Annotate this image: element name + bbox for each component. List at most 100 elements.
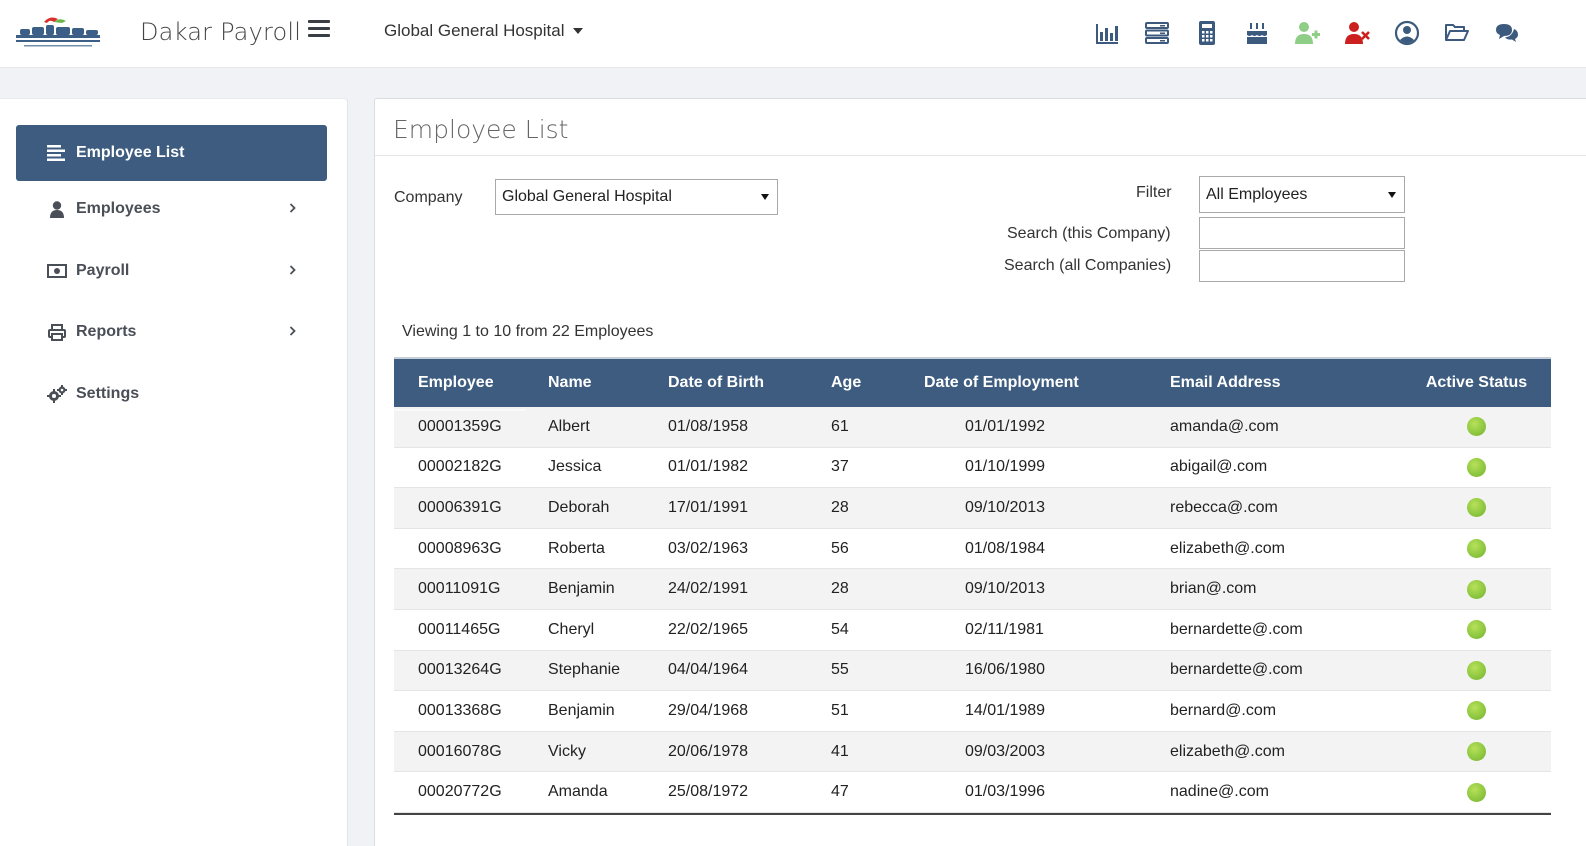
table-row[interactable]: 00011465G Cheryl 22/02/1965 54 02/11/1981 ber… xyxy=(394,609,1551,651)
company-switcher[interactable]: Global General Hospital xyxy=(384,21,584,41)
birthday-cake-icon[interactable] xyxy=(1242,18,1272,48)
panel-divider xyxy=(375,155,1586,156)
table-row[interactable]: 00013264G Stephanie 04/04/1964 55 16/06/1980… xyxy=(394,650,1551,692)
cell-age: 37 xyxy=(831,458,849,476)
sidebar-item-settings[interactable]: Settings xyxy=(16,366,327,422)
user-icon xyxy=(46,200,68,218)
table-row[interactable]: 00006391G Deborah 17/01/1991 28 09/10/2013 re… xyxy=(394,488,1551,529)
print-icon xyxy=(46,323,68,341)
cell-employee: 00013264G xyxy=(418,661,502,679)
cell-email-address: nadine@.com xyxy=(1170,783,1269,801)
cell-name: Benjamin xyxy=(548,701,615,719)
sidebar-item-employee-list[interactable]: Employee List xyxy=(16,125,327,181)
cell-active-status xyxy=(1402,457,1551,477)
remove-user-icon[interactable] xyxy=(1342,18,1372,48)
employee-list-panel: Employee List Company Global General Hos… xyxy=(374,98,1586,846)
cell-email-address: abigail@.com xyxy=(1170,458,1268,476)
sidebar-item-label: Settings xyxy=(76,385,140,402)
table-row[interactable]: 00020772G Amanda 25/08/1972 47 01/03/1996 nad… xyxy=(394,772,1551,813)
sidebar-item-label: Reports xyxy=(76,323,137,340)
cell-age: 47 xyxy=(831,783,849,801)
column-header-email-address[interactable]: Email Address xyxy=(1170,374,1281,391)
dakar-logo[interactable] xyxy=(14,13,102,51)
cell-name: Benjamin xyxy=(548,580,615,598)
active-status-icon xyxy=(1467,498,1486,518)
sort-indicator xyxy=(394,409,526,411)
column-header-date-of-employment[interactable]: Date of Employment xyxy=(924,374,1079,391)
company-select[interactable]: Global General Hospital xyxy=(495,179,778,215)
column-header-employee[interactable]: Employee xyxy=(418,374,494,391)
app-title: Dakar Payroll xyxy=(140,18,302,46)
search-all-input[interactable] xyxy=(1199,250,1405,282)
cell-date-of-birth: 03/02/1963 xyxy=(668,539,749,557)
cell-name: Vicky xyxy=(548,742,586,760)
search-company-label: Search (this Company) xyxy=(1007,225,1171,242)
chevron-right-icon xyxy=(289,326,296,336)
table-body: 00001359G Albert 01/08/1958 61 01/01/1992 ama… xyxy=(394,407,1551,815)
cell-date-of-employment: 01/10/1999 xyxy=(965,458,1046,476)
active-status-icon xyxy=(1467,417,1486,437)
active-status-icon xyxy=(1467,457,1486,477)
menu-toggle-icon[interactable] xyxy=(308,20,330,40)
column-header-age[interactable]: Age xyxy=(831,374,862,391)
company-switcher-label: Global General Hospital xyxy=(384,21,565,40)
comments-icon[interactable] xyxy=(1492,18,1522,48)
column-header-date-of-birth[interactable]: Date of Birth xyxy=(668,374,764,391)
sidebar: Employee List Employees Payroll Reports … xyxy=(0,98,348,846)
table-row[interactable]: 00013368G Benjamin 29/04/1968 51 14/01/1989 b… xyxy=(394,691,1551,732)
employee-table: Employee Name Date of Birth Age Date of … xyxy=(394,357,1551,815)
sidebar-item-payroll[interactable]: Payroll xyxy=(16,243,327,299)
cell-employee: 00008963G xyxy=(418,539,502,557)
dropdown-arrow-icon xyxy=(1388,191,1396,198)
filter-select[interactable]: All Employees xyxy=(1199,176,1405,213)
sidebar-item-reports[interactable]: Reports xyxy=(16,304,327,360)
cell-age: 54 xyxy=(831,620,849,638)
cell-date-of-birth: 17/01/1991 xyxy=(668,498,749,516)
filter-select-value: All Employees xyxy=(1206,185,1308,203)
column-header-active-status[interactable]: Active Status xyxy=(1425,374,1528,391)
cell-employee: 00001359G xyxy=(418,417,502,435)
chevron-right-icon xyxy=(289,265,296,275)
server-icon[interactable] xyxy=(1142,18,1172,48)
cell-date-of-employment: 01/08/1984 xyxy=(965,539,1046,557)
bar-chart-icon[interactable] xyxy=(1092,18,1122,48)
top-navbar: Dakar Payroll Global General Hospital xyxy=(0,0,1586,68)
cogs-icon xyxy=(46,385,68,403)
table-row[interactable]: 00008963G Roberta 03/02/1963 56 01/08/1984 el… xyxy=(394,528,1551,570)
column-header-name[interactable]: Name xyxy=(548,374,592,391)
sidebar-item-label: Employee List xyxy=(76,144,185,161)
folder-open-icon[interactable] xyxy=(1442,18,1472,48)
sidebar-item-employees[interactable]: Employees xyxy=(16,181,327,237)
cell-date-of-birth: 24/02/1991 xyxy=(668,580,749,598)
active-status-icon xyxy=(1467,701,1486,721)
cell-employee: 00011091G xyxy=(418,580,501,598)
table-row[interactable]: 00002182G Jessica 01/01/1982 37 01/10/1999 ab… xyxy=(394,447,1551,489)
filter-label: Filter xyxy=(1136,184,1172,201)
cell-email-address: brian@.com xyxy=(1170,580,1257,598)
chevron-right-icon xyxy=(289,203,296,213)
cell-date-of-employment: 09/03/2003 xyxy=(965,742,1046,760)
cell-employee: 00013368G xyxy=(418,701,502,719)
company-select-value: Global General Hospital xyxy=(502,188,672,205)
calculator-icon[interactable] xyxy=(1192,18,1222,48)
search-company-input[interactable] xyxy=(1199,217,1405,249)
user-circle-icon[interactable] xyxy=(1392,18,1422,48)
table-row[interactable]: 00016078G Vicky 20/06/1978 41 09/03/2003 eliz… xyxy=(394,731,1551,773)
cell-date-of-employment: 01/03/1996 xyxy=(965,783,1046,801)
active-status-icon xyxy=(1467,660,1486,680)
cell-email-address: elizabeth@.com xyxy=(1170,539,1285,557)
cell-age: 28 xyxy=(831,498,849,516)
table-row[interactable]: 00001359G Albert 01/08/1958 61 01/01/1992 ama… xyxy=(394,407,1551,448)
cell-active-status xyxy=(1402,742,1551,762)
table-row[interactable]: 00011091G Benjamin 24/02/1991 28 09/10/2013 b… xyxy=(394,569,1551,610)
active-status-icon xyxy=(1467,620,1486,640)
dropdown-arrow-icon xyxy=(761,194,769,200)
add-user-icon[interactable] xyxy=(1292,18,1322,48)
cell-age: 61 xyxy=(831,417,849,435)
cell-active-status xyxy=(1402,782,1551,802)
cell-email-address: bernardette@.com xyxy=(1170,620,1303,638)
cell-active-status xyxy=(1402,660,1551,680)
cell-name: Jessica xyxy=(548,458,602,476)
cell-name: Stephanie xyxy=(548,661,621,679)
cell-age: 56 xyxy=(831,539,849,557)
